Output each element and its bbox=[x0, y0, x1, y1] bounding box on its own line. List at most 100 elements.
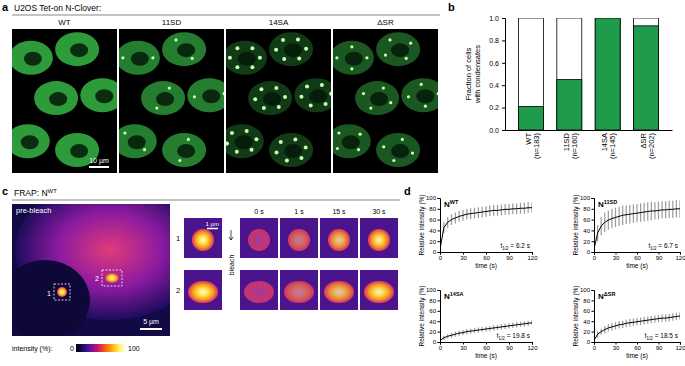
cell bbox=[141, 81, 185, 115]
nucleus bbox=[70, 43, 88, 57]
bar-frame bbox=[518, 18, 543, 130]
tick-label: 40 bbox=[429, 319, 436, 325]
axis-line bbox=[441, 253, 533, 255]
condensate bbox=[277, 105, 281, 109]
time-label: 0 s bbox=[254, 208, 264, 215]
tick-mark bbox=[438, 241, 441, 242]
panel-label: d bbox=[404, 185, 411, 197]
tick: 0 bbox=[433, 249, 440, 255]
condensate bbox=[337, 131, 340, 134]
tick: 60 bbox=[583, 217, 594, 223]
nucleus bbox=[70, 144, 88, 158]
condition-label: 11SD bbox=[162, 18, 182, 27]
nucleus bbox=[24, 52, 42, 66]
time-label: 15 s bbox=[332, 208, 346, 215]
axis-title: time (s) bbox=[626, 262, 648, 270]
title-superscript: 11SD bbox=[604, 199, 617, 205]
axis-title: Fraction of cells bbox=[464, 47, 473, 100]
tick-label: 30 bbox=[460, 255, 467, 261]
title-superscript: 14SA bbox=[450, 291, 464, 297]
condensate bbox=[299, 95, 303, 99]
tick-label: 120 bbox=[527, 345, 538, 351]
condensate bbox=[420, 83, 423, 86]
image-background bbox=[280, 218, 318, 258]
tick-label: 0 bbox=[433, 339, 437, 345]
region-label: 2 bbox=[95, 275, 99, 282]
axis-line bbox=[438, 291, 441, 343]
image-background bbox=[360, 270, 398, 310]
line bbox=[440, 323, 532, 341]
axis: 020406080100 bbox=[580, 195, 595, 255]
nucleus bbox=[238, 52, 256, 66]
tick-label: (n=160) bbox=[570, 133, 579, 160]
condensate bbox=[168, 87, 171, 90]
condensate bbox=[382, 87, 385, 90]
tick-mark bbox=[637, 252, 638, 255]
condensate bbox=[57, 287, 67, 297]
condensate bbox=[281, 38, 285, 42]
axis-line bbox=[592, 199, 595, 253]
condensate bbox=[254, 137, 258, 141]
condensate bbox=[284, 281, 314, 303]
micrograph bbox=[119, 29, 224, 173]
condensate bbox=[297, 56, 301, 60]
tick-mark bbox=[486, 342, 487, 345]
tick-mark bbox=[438, 342, 441, 343]
axis: 0306090120 bbox=[439, 252, 538, 261]
condensate bbox=[230, 131, 234, 135]
axis-line bbox=[506, 130, 673, 131]
condensate bbox=[274, 86, 278, 90]
cell bbox=[376, 32, 420, 66]
tick: 60 bbox=[634, 342, 641, 351]
condensate bbox=[305, 85, 309, 89]
tick: 0.6 bbox=[489, 60, 505, 67]
tick-label: 0 bbox=[439, 255, 443, 261]
scale-bar-label: 10 µm bbox=[89, 157, 109, 165]
tick-mark bbox=[438, 252, 441, 253]
condensate bbox=[324, 281, 354, 303]
cell bbox=[294, 78, 331, 112]
axis: 020406080100 bbox=[426, 287, 441, 345]
tick-label: 0.0 bbox=[489, 127, 499, 134]
tick: 0.8 bbox=[489, 37, 505, 44]
axis-title: time (s) bbox=[475, 262, 497, 270]
scale-bar-label: 5 µm bbox=[143, 318, 159, 326]
axis-line bbox=[595, 343, 681, 345]
inset bbox=[320, 270, 358, 310]
time-label: 1 s bbox=[294, 208, 304, 215]
micrograph bbox=[12, 204, 170, 336]
tick-label: 0.6 bbox=[489, 60, 499, 67]
tick-label: 100 bbox=[580, 195, 591, 201]
condensate bbox=[250, 65, 254, 69]
tick-label: 100 bbox=[580, 287, 591, 293]
condensate bbox=[235, 46, 239, 50]
tick-mark bbox=[592, 311, 595, 312]
tick: 60 bbox=[634, 252, 641, 261]
condensate bbox=[296, 37, 300, 41]
annotation-part: = 19.8 s bbox=[505, 332, 531, 339]
image-background bbox=[320, 218, 358, 258]
tick-mark bbox=[463, 342, 464, 345]
tick-label: 40 bbox=[583, 228, 590, 234]
annotation-part: = 18.5 s bbox=[653, 332, 679, 339]
chart-title: N11SD bbox=[598, 199, 617, 209]
tick: 1.0 bbox=[489, 15, 505, 22]
tick-mark bbox=[592, 321, 595, 322]
chart-title: N14SA bbox=[444, 291, 464, 301]
cell bbox=[12, 124, 50, 158]
axis: 020406080100 bbox=[426, 195, 441, 255]
axis-title: time (s) bbox=[475, 352, 497, 360]
line bbox=[440, 208, 532, 250]
condensate bbox=[274, 48, 278, 52]
inset bbox=[280, 270, 318, 310]
annotation-part: = 6.2 s bbox=[509, 242, 531, 249]
tick-label: 90 bbox=[656, 345, 663, 351]
nucleus bbox=[21, 135, 39, 149]
plot-area bbox=[518, 18, 658, 130]
annotation-part: = 6.7 s bbox=[657, 242, 679, 249]
tick-label: 40 bbox=[429, 228, 436, 234]
tick: 40 bbox=[583, 319, 594, 325]
tick-mark bbox=[438, 321, 441, 322]
tick-label: 100 bbox=[426, 287, 437, 293]
inset bbox=[240, 218, 278, 258]
